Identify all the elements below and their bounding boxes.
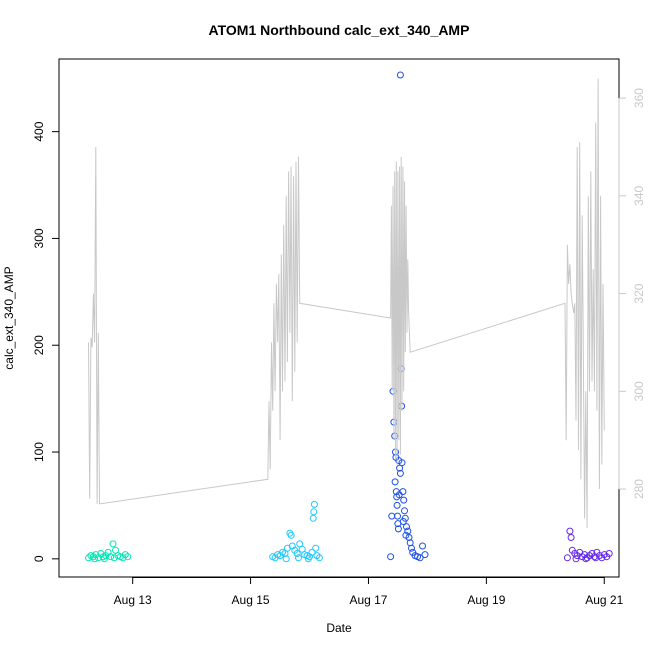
y-tick-label: 300: [32, 228, 46, 248]
series-2-point: [394, 512, 401, 520]
series-2-point: [408, 544, 415, 552]
series-1-point: [282, 555, 290, 563]
series-layer: [85, 71, 613, 563]
series-2-point: [419, 542, 426, 550]
y2-tick-label: 320: [632, 283, 646, 303]
series-0-point: [107, 553, 115, 561]
series-0-point: [100, 555, 108, 563]
series-2-point: [391, 478, 399, 486]
series-3-point: [592, 554, 600, 562]
series-2-point: [401, 507, 408, 515]
axis-layer: Aug 13 Aug 15 Aug 17 Aug 19 Aug 21 0 100 200 300…: [32, 88, 646, 607]
series-3-point: [582, 555, 590, 563]
series-1-point: [310, 508, 318, 516]
y2-tick-label: 360: [632, 88, 646, 108]
series-2-point: [416, 554, 424, 562]
series-3-point: [583, 554, 591, 562]
series-2-point: [402, 531, 410, 539]
chart-title: ATOM1 Northbound calc_ext_340_AMP: [209, 22, 470, 38]
series-2-point: [403, 523, 410, 531]
series-3-point: [605, 550, 613, 557]
x-tick-label: Aug 15: [232, 593, 270, 607]
series-1-point: [287, 531, 295, 539]
series-2-point: [393, 501, 401, 509]
x-tick-label: Aug 17: [349, 593, 387, 607]
x-tick-label: Aug 13: [114, 593, 152, 607]
series-3-point: [595, 552, 603, 560]
series-1-point: [304, 555, 312, 563]
series-2-point: [394, 525, 402, 533]
series-1-point: [293, 550, 301, 557]
series-2-point: [400, 496, 408, 504]
series-1-point: [295, 554, 302, 562]
series-0-point: [124, 553, 132, 561]
series-4-line: [88, 78, 605, 529]
series-2-point: [387, 553, 395, 561]
plot-area-frame: [58, 58, 620, 578]
series-2-point: [395, 491, 403, 499]
y-tick-label: 0: [32, 555, 46, 562]
series-2-point: [396, 71, 404, 79]
series-1-point: [308, 548, 316, 556]
y-tick-label: 100: [32, 442, 46, 462]
series-3-point: [566, 527, 574, 535]
y2-tick-label: 280: [632, 479, 646, 499]
series-1-point: [312, 544, 320, 552]
x-tick-label: Aug 19: [467, 593, 505, 607]
series-1-point: [315, 554, 323, 562]
series-0-point: [91, 555, 99, 563]
series-3-point: [572, 555, 580, 563]
series-2-point: [399, 518, 407, 525]
series-2-point: [391, 432, 399, 440]
y-tick-label: 400: [32, 121, 46, 141]
y2-tick-label: 300: [632, 381, 646, 401]
series-2-point: [399, 488, 407, 496]
series-2-point: [388, 512, 396, 520]
series-3-point: [563, 554, 571, 562]
series-2-point: [398, 459, 406, 467]
series-1-point: [309, 514, 317, 522]
y-axis-label: calc_ext_340_AMP: [2, 266, 16, 369]
series-0-point: [109, 540, 117, 548]
y2-tick-label: 340: [632, 185, 646, 205]
x-axis-label: Date: [326, 621, 352, 635]
series-3-point: [567, 534, 575, 541]
series-1-point: [310, 500, 318, 508]
series-2-point: [404, 527, 412, 535]
series-2-point: [421, 551, 429, 559]
series-0-point: [110, 554, 118, 562]
series-2-point: [396, 469, 404, 477]
x-tick-label: Aug 21: [585, 593, 623, 607]
y-tick-label: 200: [32, 335, 46, 355]
